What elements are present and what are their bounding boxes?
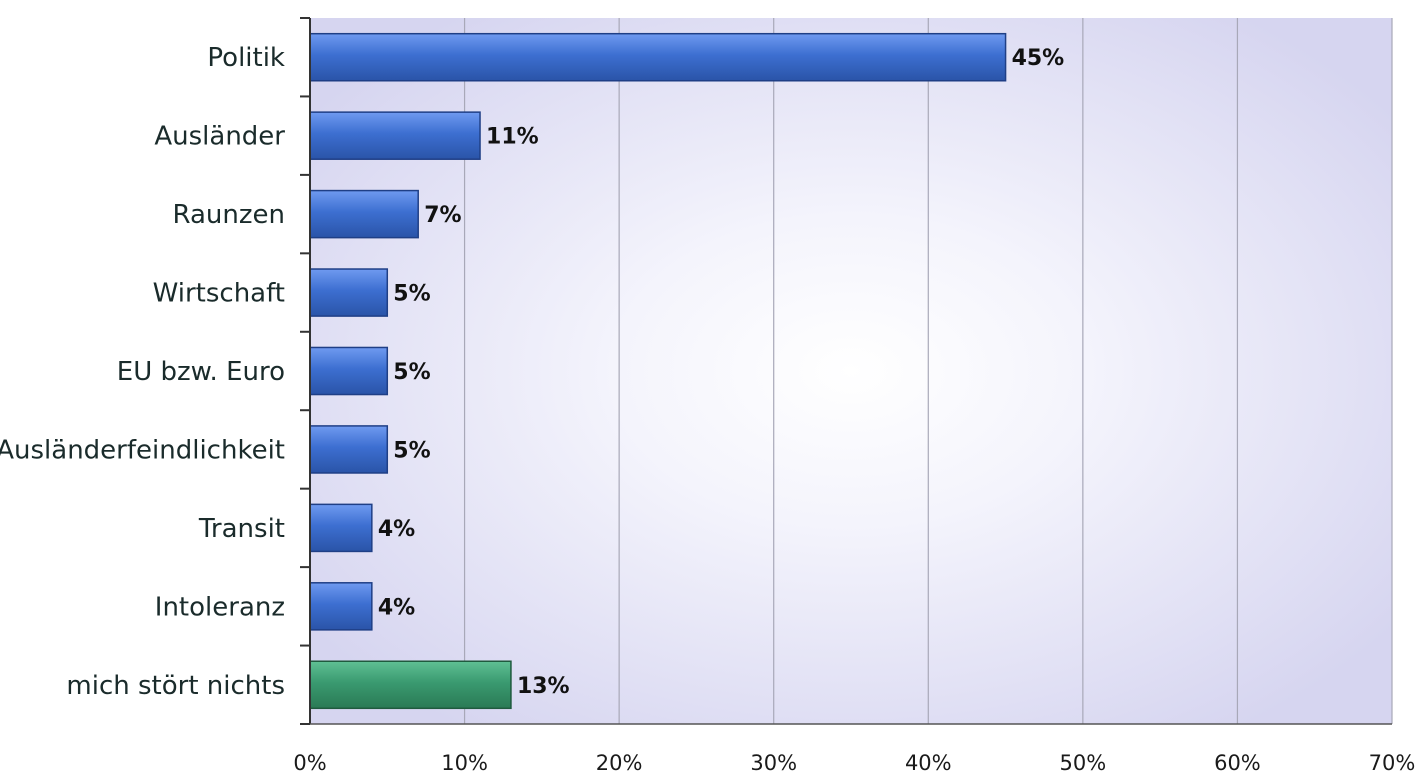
- x-tick-label: 0%: [293, 751, 326, 774]
- category-label: Ausländer: [154, 122, 285, 152]
- bar-5: [309, 425, 389, 474]
- category-label: Transit: [198, 514, 285, 544]
- category-labels: Politik Ausländer Raunzen Wirtschaft EU bzw.…: [0, 43, 285, 701]
- value-label: 11%: [486, 125, 539, 150]
- value-label: 13%: [517, 674, 570, 699]
- value-label: 4%: [378, 595, 415, 620]
- value-label: 4%: [378, 517, 415, 542]
- category-label: Ausländerfeindlichkeit: [0, 435, 285, 465]
- bar-7: [309, 582, 373, 631]
- category-label: Intoleranz: [155, 592, 285, 622]
- bar-4: [309, 346, 389, 396]
- x-tick-label: 30%: [750, 751, 797, 774]
- bar-1: [309, 111, 481, 160]
- bars: [309, 32, 1007, 710]
- x-tick-labels: 0% 10% 20% 30% 40% 50% 60% 70%: [293, 751, 1415, 774]
- value-labels: 45% 11% 7% 5% 5% 5% 4% 4% 13%: [378, 46, 1064, 699]
- bar-3: [309, 268, 389, 317]
- plot-area: [310, 18, 1392, 724]
- category-label: mich stört nichts: [66, 671, 285, 701]
- category-label: Raunzen: [172, 200, 285, 230]
- x-tick-label: 50%: [1060, 751, 1107, 774]
- value-label: 7%: [424, 203, 461, 228]
- x-tick-label: 60%: [1214, 751, 1261, 774]
- bar-2: [309, 189, 419, 239]
- value-label: 45%: [1012, 46, 1065, 71]
- category-label: EU bzw. Euro: [117, 357, 285, 387]
- axes: [300, 17, 1392, 725]
- bar-8: [309, 660, 512, 710]
- category-label: Politik: [207, 43, 285, 73]
- category-label: Wirtschaft: [153, 279, 285, 309]
- x-tick-label: 40%: [905, 751, 952, 774]
- x-tick-label: 70%: [1369, 751, 1416, 774]
- bar-6: [309, 503, 373, 553]
- value-label: 5%: [393, 360, 430, 385]
- value-label: 5%: [393, 282, 430, 307]
- bar-0: [309, 32, 1007, 82]
- x-tick-label: 10%: [441, 751, 488, 774]
- x-tick-label: 20%: [596, 751, 643, 774]
- value-label: 5%: [393, 438, 430, 463]
